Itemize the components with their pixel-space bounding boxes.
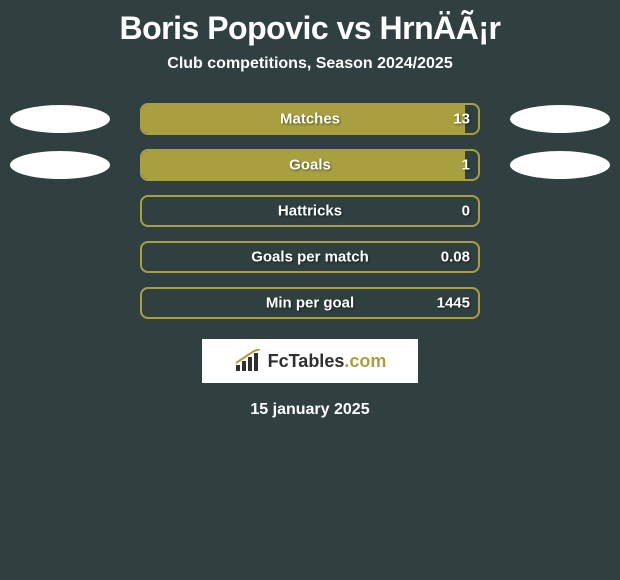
stat-bar: Hattricks 0	[140, 195, 480, 227]
right-ellipse	[510, 105, 610, 133]
left-ellipse	[10, 105, 110, 133]
stat-bar: Min per goal 1445	[140, 287, 480, 319]
comparison-title: Boris Popovic vs HrnÄÃ¡r	[0, 0, 620, 47]
stat-row: Matches 13	[0, 103, 620, 135]
stat-label: Goals per match	[251, 249, 369, 266]
date-label: 15 january 2025	[0, 401, 620, 419]
comparison-subtitle: Club competitions, Season 2024/2025	[0, 55, 620, 73]
stat-value: 1445	[437, 295, 470, 312]
stat-row: Hattricks 0	[0, 195, 620, 227]
stat-row: Min per goal 1445	[0, 287, 620, 319]
logo-text: FcTables.com	[268, 351, 387, 372]
stat-bar: Matches 13	[140, 103, 480, 135]
stat-bar: Goals per match 0.08	[140, 241, 480, 273]
fctables-logo: FcTables.com	[202, 339, 418, 383]
left-ellipse	[10, 151, 110, 179]
stat-value: 1	[462, 157, 470, 174]
stat-label: Hattricks	[278, 203, 342, 220]
stat-label: Goals	[289, 157, 331, 174]
stat-value: 13	[453, 111, 470, 128]
right-ellipse	[510, 151, 610, 179]
stat-value: 0.08	[441, 249, 470, 266]
stat-value: 0	[462, 203, 470, 220]
stat-label: Min per goal	[266, 295, 354, 312]
stats-container: Matches 13 Goals 1 Hattricks 0 Goals per match…	[0, 103, 620, 319]
bar-chart-icon	[234, 349, 262, 373]
stat-row: Goals per match 0.08	[0, 241, 620, 273]
stat-bar: Goals 1	[140, 149, 480, 181]
stat-label: Matches	[280, 111, 340, 128]
stat-row: Goals 1	[0, 149, 620, 181]
